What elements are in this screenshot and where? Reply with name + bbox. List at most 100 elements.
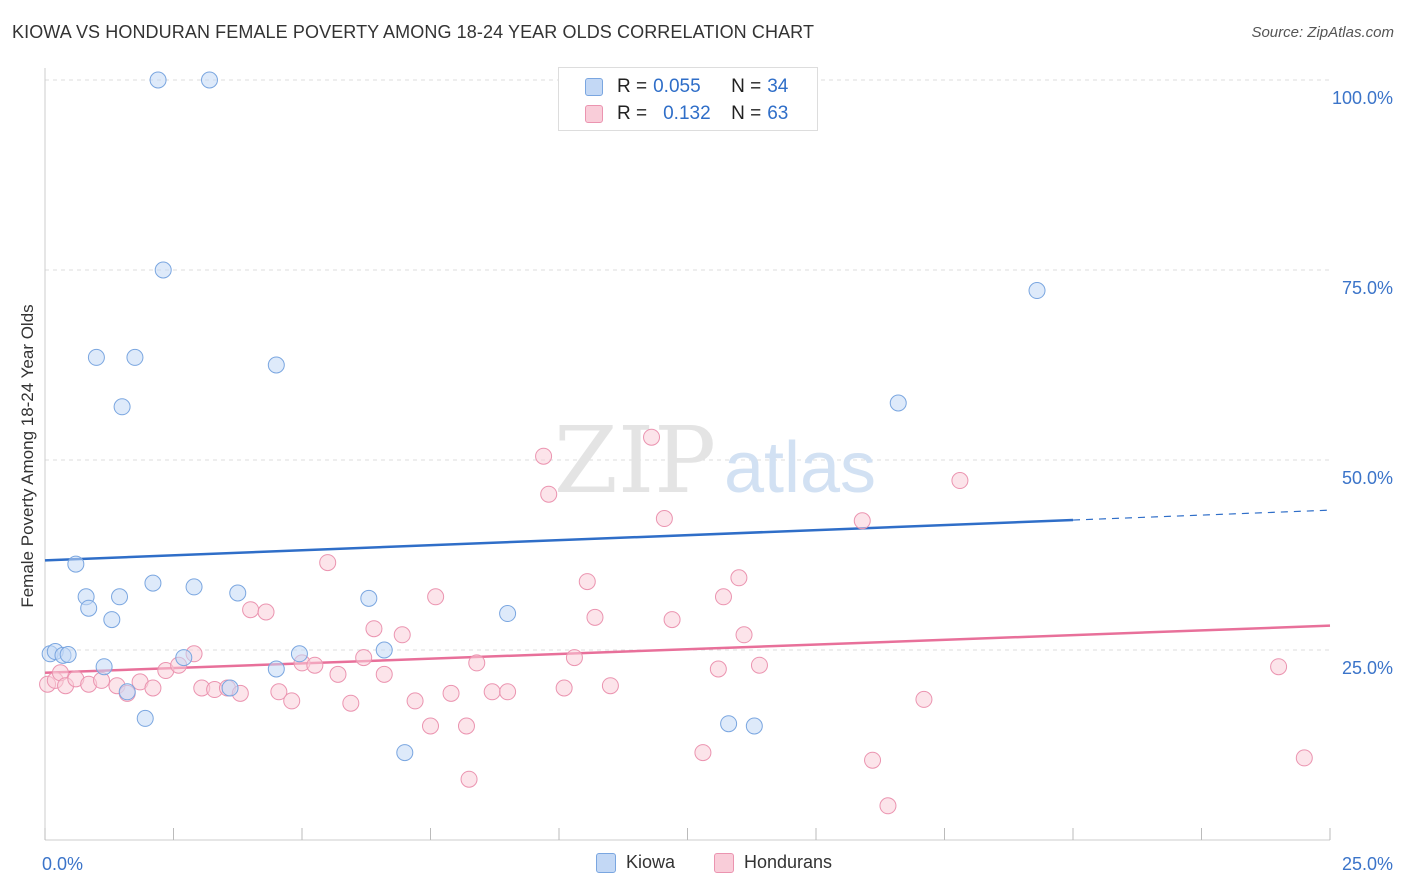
kiowa-point [175,649,193,667]
source-credit: Source: ZipAtlas.com [1251,24,1394,41]
hondurans-point [864,751,882,769]
hondurans-point [442,684,460,702]
hondurans-point [306,656,324,674]
kiowa-point [111,588,129,606]
legend-row-hondurans: R = 0.132 N = 63 [585,102,788,126]
series-swatch-hondurans [714,852,734,873]
hondurans-point [555,679,573,697]
kiowa-point [375,641,393,659]
hondurans-point [1295,749,1313,767]
hondurans-point [460,770,478,788]
hondurans-point [565,649,583,667]
hondurans-point [714,588,732,606]
hondurans-point [144,679,162,697]
hondurans-point [365,620,383,638]
hondurans-point [468,654,486,672]
kiowa-point [185,578,203,596]
legend-hond-r-value: 0.132 [663,103,711,124]
kiowa-point [126,348,144,366]
hondurans-point [270,683,288,701]
series-legend-hondurans[interactable]: Hondurans [714,852,832,873]
series-swatch-kiowa [596,852,616,873]
kiowa-point [396,744,414,762]
kiowa-point [144,574,162,592]
kiowa-point [87,348,105,366]
hondurans-point [257,603,275,621]
legend-kiowa-r-label: R = [617,76,648,97]
watermark-zip: ZIP [554,407,716,514]
legend-hond-n-label: N = [731,103,762,124]
hondurans-point [915,690,933,708]
kiowa-point [59,646,77,664]
kiowa-point [229,584,247,602]
hondurans-point [694,744,712,762]
hondurans-point [750,656,768,674]
watermark-atlas: atlas [724,428,876,508]
y-tick-label: 50.0% [1342,468,1393,488]
hondurans-point [730,569,748,587]
kiowa-point [200,71,218,89]
hondurans-point [853,512,871,530]
series-legend: Kiowa Hondurans [0,852,1406,876]
y-tick-label: 100.0% [1332,88,1393,108]
hondurans-point [1270,658,1288,676]
kiowa-point [267,660,285,678]
hondurans-point [393,626,411,644]
y-tick-label: 25.0% [1342,658,1393,678]
kiowa-point [95,658,113,676]
kiowa-point [80,599,98,617]
kiowa-point [118,683,136,701]
hondurans-point [601,677,619,695]
series-legend-kiowa[interactable]: Kiowa [596,852,675,873]
legend-hond-r-label: R = [617,103,648,124]
hondurans-point [319,554,337,572]
kiowa-trend-extension [1072,509,1331,521]
hondurans-point [643,428,661,446]
series-label-kiowa: Kiowa [626,852,676,872]
kiowa-points [41,71,1046,762]
legend-swatch-hondurans [585,105,603,123]
correlation-legend: R = 0.055 N = 34 R = 0.132 N = 63 [558,67,818,131]
hondurans-point [709,660,727,678]
kiowa-point [154,261,172,279]
hondurans-point [427,588,445,606]
hondurans-point [535,447,553,465]
hondurans-point [951,472,969,490]
legend-hond-n-value: 63 [767,103,789,124]
series-label-hondurans: Hondurans [744,852,833,872]
kiowa-point [103,611,121,629]
hondurans-point [406,692,424,710]
trend-lines [44,509,1331,675]
kiowa-point [149,71,167,89]
hondurans-point [578,573,596,591]
hondurans-point [663,611,681,629]
kiowa-point [889,394,907,412]
hondurans-point [457,717,475,735]
kiowa-point [267,356,285,374]
y-tick-label: 75.0% [1342,278,1393,298]
hondurans-point [375,665,393,683]
kiowa-point [360,589,378,607]
hondurans-point [342,694,360,712]
kiowa-point [745,717,763,735]
hondurans-trend-line [44,624,1331,675]
kiowa-point [499,605,517,623]
hondurans-point [483,683,501,701]
legend-row-kiowa: R = 0.055 N = 34 [585,75,788,99]
legend-swatch-kiowa [585,78,603,96]
legend-kiowa-n-label: N = [731,76,762,97]
x-tick-label: 0.0% [42,854,83,874]
x-tick-label: 25.0% [1342,854,1393,874]
tick-labels: 25.0% 50.0% 75.0% 100.0% 0.0% 25.0% [42,88,1393,874]
kiowa-point [221,679,239,697]
chart-title: KIOWA VS HONDURAN FEMALE POVERTY AMONG 1… [12,22,815,42]
kiowa-point [67,555,85,573]
kiowa-point [136,709,154,727]
hondurans-point [879,797,897,815]
hondurans-point [586,608,604,626]
gridlines [45,79,1330,651]
hondurans-point [499,683,517,701]
kiowa-point [290,645,308,663]
hondurans-point [422,717,439,735]
axes [44,68,1331,841]
